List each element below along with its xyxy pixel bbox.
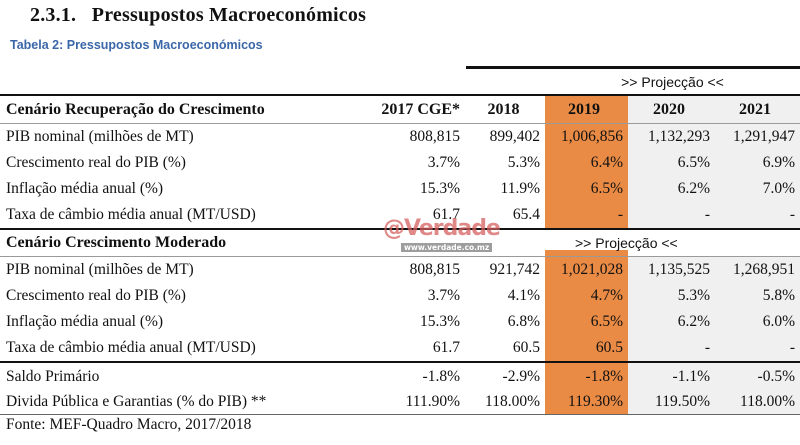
table-caption: Tabela 2: Pressupostos Macroeconómicos xyxy=(10,38,263,52)
cell-2019: - xyxy=(617,206,623,223)
table-row: Taxa de câmbio média anual (MT/USD) 61.7… xyxy=(0,335,800,361)
table-row: Saldo Primário -1.8% -2.9% -1.8% -1.1% -… xyxy=(0,364,800,390)
cell-2021: 1,291,947 xyxy=(733,128,795,145)
row-label: Saldo Primário xyxy=(6,368,100,385)
cell-2017: 15.3% xyxy=(419,313,460,330)
cell-2017: 808,815 xyxy=(409,261,460,278)
cell-2021: 5.8% xyxy=(762,287,795,304)
cell-2017: 61.7 xyxy=(432,206,460,223)
cell-2017: -1.8% xyxy=(422,368,460,385)
source-note: Fonte: MEF-Quadro Macro, 2017/2018 xyxy=(6,416,252,433)
table-row: Divida Pública e Garantias (% do PIB) **… xyxy=(0,389,800,415)
cell-2017: 15.3% xyxy=(419,180,460,197)
cell-2020: - xyxy=(704,339,710,356)
cell-2020: 5.3% xyxy=(677,287,710,304)
cell-2019: 6.4% xyxy=(590,154,623,171)
table-row: Inflação média anual (%) 15.3% 6.8% 6.5%… xyxy=(0,309,800,335)
top-projection-rule xyxy=(466,66,800,69)
cell-2018: -2.9% xyxy=(502,368,540,385)
cell-2019: 60.5 xyxy=(595,339,623,356)
row-label: Inflação média anual (%) xyxy=(6,180,164,197)
cell-2017: 808,815 xyxy=(409,128,460,145)
cell-2017: 3.7% xyxy=(427,287,460,304)
cell-2021: 6.0% xyxy=(762,313,795,330)
cell-2019: 1,021,028 xyxy=(561,261,623,278)
section2-projection-label: >> Projecção << xyxy=(575,235,678,251)
cell-2020: 6.5% xyxy=(677,154,710,171)
cell-2018: 5.3% xyxy=(507,154,540,171)
column-header-2019: 2019 xyxy=(568,101,600,118)
cell-2019: 6.5% xyxy=(590,180,623,197)
column-header-2017: 2017 CGE* xyxy=(381,101,460,118)
cell-2020: - xyxy=(704,206,710,223)
section2-title: Cenário Crescimento Moderado xyxy=(6,234,227,251)
cell-2019: 1,006,856 xyxy=(561,128,623,145)
cell-2021: -0.5% xyxy=(757,368,795,385)
cell-2020: 6.2% xyxy=(677,180,710,197)
cell-2019: 4.7% xyxy=(590,287,623,304)
cell-2020: 6.2% xyxy=(677,313,710,330)
cell-2018: 60.5 xyxy=(512,339,540,356)
cell-2021: - xyxy=(789,339,795,356)
cell-2018: 65.4 xyxy=(512,206,540,223)
row-label: Crescimento real do PIB (%) xyxy=(6,154,186,171)
cell-2021: 6.9% xyxy=(762,154,795,171)
table-row: Taxa de câmbio média anual (MT/USD) 61.7… xyxy=(0,202,800,228)
column-header-2021: 2021 xyxy=(739,101,771,118)
cell-2019: 119.30% xyxy=(568,393,623,410)
table-row: PIB nominal (milhões de MT) 808,815 921,… xyxy=(0,257,800,283)
cell-2021: - xyxy=(789,206,795,223)
cell-2021: 7.0% xyxy=(762,180,795,197)
cell-2018: 6.8% xyxy=(507,313,540,330)
row-label: Crescimento real do PIB (%) xyxy=(6,287,186,304)
cell-2020: 1,132,293 xyxy=(648,128,710,145)
cell-2018: 11.9% xyxy=(500,180,540,197)
row-label: PIB nominal (milhões de MT) xyxy=(6,261,194,278)
cell-2019: 6.5% xyxy=(590,313,623,330)
column-header-2020: 2020 xyxy=(653,101,685,118)
section-title: 2.3.1. Pressupostos Macroeconómicos xyxy=(30,4,367,26)
cell-2020: -1.1% xyxy=(672,368,710,385)
section2-bottom-rule xyxy=(0,361,800,363)
cell-2019: -1.8% xyxy=(585,368,623,385)
section2-header-row: Cenário Crescimento Moderado xyxy=(0,230,800,256)
section1-bottom-rule xyxy=(0,228,800,230)
cell-2018: 118.00% xyxy=(485,393,540,410)
header-top-rule xyxy=(0,94,800,96)
row-label: Taxa de câmbio média anual (MT/USD) xyxy=(6,339,256,356)
cell-2020: 119.50% xyxy=(655,393,710,410)
section2-header-rule xyxy=(0,256,800,257)
table-row: PIB nominal (milhões de MT) 808,815 899,… xyxy=(0,124,800,150)
cell-2020: 1,135,525 xyxy=(648,261,710,278)
cell-2018: 899,402 xyxy=(489,128,540,145)
row-label: Taxa de câmbio média anual (MT/USD) xyxy=(6,206,256,223)
cell-2017: 3.7% xyxy=(427,154,460,171)
cell-2021: 1,268,951 xyxy=(733,261,795,278)
projection-label: >> Projecção << xyxy=(621,74,724,90)
header-bottom-rule xyxy=(0,123,800,124)
cell-2018: 921,742 xyxy=(489,261,540,278)
highlight-column-2019-sec2-gap xyxy=(545,250,628,256)
table-row: Inflação média anual (%) 15.3% 11.9% 6.5… xyxy=(0,176,800,202)
cell-2017: 61.7 xyxy=(432,339,460,356)
table-row: Crescimento real do PIB (%) 3.7% 5.3% 6.… xyxy=(0,150,800,176)
section1-title: Cenário Recuperação do Crescimento xyxy=(6,101,265,118)
table-row: Crescimento real do PIB (%) 3.7% 4.1% 4.… xyxy=(0,283,800,309)
summary-bottom-rule xyxy=(0,414,800,415)
row-label: Inflação média anual (%) xyxy=(6,313,164,330)
cell-2021: 118.00% xyxy=(740,393,795,410)
table-header-row: Cenário Recuperação do Crescimento 2017 … xyxy=(0,97,800,123)
cell-2018: 4.1% xyxy=(507,287,540,304)
cell-2017: 111.90% xyxy=(405,393,460,410)
column-header-2018: 2018 xyxy=(487,101,520,118)
row-label: PIB nominal (milhões de MT) xyxy=(6,128,194,145)
row-label: Divida Pública e Garantias (% do PIB) ** xyxy=(6,393,267,410)
